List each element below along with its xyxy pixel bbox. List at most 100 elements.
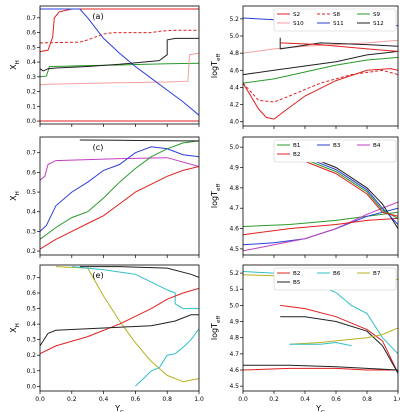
panel-e: 0.0 0.1 0.2 0.3 0.4 0.5 0.6 0.7 0.0 0.2 0.4 0.6 0.8 1… xyxy=(9,264,204,412)
series-line-b7 xyxy=(55,266,199,383)
legend-label: S8 xyxy=(333,12,341,18)
legend-label: S12 xyxy=(373,21,384,27)
legend-label: B7 xyxy=(373,271,381,277)
y-tick-label: 0.0 xyxy=(26,118,36,125)
series-group xyxy=(243,148,398,252)
y-tick-label: 4.8 xyxy=(229,335,239,342)
y-tick-label: 0.2 xyxy=(26,89,36,96)
x-tick-label: 1.0 xyxy=(194,396,204,403)
series-line-s2 xyxy=(280,42,398,52)
y-tick-label: 0.5 xyxy=(26,306,36,313)
series-line-b2 xyxy=(40,287,199,355)
series-line-s12 xyxy=(40,37,199,72)
panel-f: 4.5 4.6 4.7 4.8 4.9 5.0 5.1 5.2 0.0 0.2 0.4 0.6 0.8 1… xyxy=(210,264,400,412)
series-group xyxy=(40,139,199,250)
axes-frame xyxy=(39,5,200,125)
y-tick-label: 0.2 xyxy=(26,352,36,359)
y-tick-label: 0.3 xyxy=(26,74,36,81)
series-line-b2 xyxy=(280,304,398,374)
series-line-s10 xyxy=(243,39,398,54)
y-tick-label: 5.1 xyxy=(229,286,239,293)
y-tick-label: 0.5 xyxy=(26,44,36,51)
x-tick-label: 1.0 xyxy=(393,396,400,403)
series-line-b3 xyxy=(40,146,199,232)
x-tick-label: 0.0 xyxy=(35,396,45,403)
legend-label: B5 xyxy=(293,280,301,286)
legend-label: B3 xyxy=(333,143,341,149)
y-tick-label: 5.2 xyxy=(229,270,239,277)
x-tick-label: 0.4 xyxy=(300,396,310,403)
axes-frame xyxy=(242,5,399,127)
x-tick-label: 0.4 xyxy=(99,396,109,403)
y-tick-label: 0.1 xyxy=(26,103,36,110)
y-tick-label: 0.3 xyxy=(26,337,36,344)
y-tick-label: 4.8 xyxy=(229,185,239,192)
panel-b: 4.04.24.44.64.85.05.2(b)logTeffS2S8S9S10… xyxy=(210,5,399,129)
y-tick-label: 5.0 xyxy=(229,302,239,309)
y-tick-label: 0.1 xyxy=(26,368,36,375)
y-axis-label: XH xyxy=(9,191,21,201)
y-tick-label: 0.3 xyxy=(26,228,36,235)
y-tick-label: 4.9 xyxy=(229,165,239,172)
y-tick-label: 4.7 xyxy=(229,351,239,358)
series-group xyxy=(40,8,199,122)
y-tick-label: 0.6 xyxy=(26,290,36,297)
y-tick-label: 0.2 xyxy=(26,248,36,255)
series-line-s2 xyxy=(243,68,398,120)
series-line-s8 xyxy=(40,29,199,44)
legend-label: S2 xyxy=(293,12,300,18)
panel-label: (e) xyxy=(92,271,103,280)
y-tick-label: 0.6 xyxy=(26,30,36,37)
panel-label: (a) xyxy=(92,12,103,21)
x-axis-label: YC xyxy=(315,404,325,412)
x-tick-label: 0.2 xyxy=(67,396,77,403)
y-tick-label: 5.2 xyxy=(229,16,239,23)
y-tick-label: 0.4 xyxy=(26,321,36,328)
legend-label: B2 xyxy=(293,271,300,277)
y-axis-label: XH xyxy=(9,60,21,70)
y-tick-label: 5.0 xyxy=(229,144,239,151)
y-tick-label: 4.9 xyxy=(229,319,239,326)
panel-a: 0.0 0.1 0.2 0.3 0.4 0.5 0.6 0.7 (a) XH xyxy=(9,5,200,127)
y-axis-label: logTeff xyxy=(210,54,222,78)
legend-label: B4 xyxy=(373,143,381,149)
series-line-s12 xyxy=(279,37,398,50)
legend: B2 B6 B7 B5 xyxy=(273,267,397,291)
y-axis-label: XH xyxy=(9,323,21,333)
series-line-b1 xyxy=(243,211,398,227)
series-line-s10 xyxy=(40,52,199,86)
series-line-b5 xyxy=(280,316,398,374)
series-group xyxy=(243,17,398,120)
y-tick-label: 0.7 xyxy=(26,150,36,157)
y-tick-label: 4.6 xyxy=(229,367,239,374)
y-tick-label: 0.0 xyxy=(26,383,36,390)
y-tick-label: 4.5 xyxy=(229,383,239,390)
series-line-b2 xyxy=(243,367,398,371)
series-line-s11 xyxy=(40,8,199,116)
legend-label: B2 xyxy=(293,152,300,158)
axes-frame xyxy=(242,136,399,256)
legend-label: S11 xyxy=(333,21,344,27)
series-line-b6 xyxy=(71,266,199,310)
x-axis-label: YC xyxy=(114,404,124,412)
series-line-s9 xyxy=(243,56,398,84)
series-line-b2 xyxy=(280,152,398,217)
series-line-s9 xyxy=(40,62,199,78)
series-line-s8 xyxy=(243,69,398,103)
panel-label: (c) xyxy=(93,143,104,152)
series-line-b6 xyxy=(289,341,352,347)
series-line-b7 xyxy=(289,327,398,345)
y-tick-label: 4.6 xyxy=(229,67,239,74)
series-line-b2 xyxy=(243,217,398,236)
x-tick-label: 0.8 xyxy=(362,396,372,403)
x-tick-label: 0.8 xyxy=(162,396,172,403)
y-axis-label: logTeff xyxy=(210,184,222,208)
y-tick-label: 5.0 xyxy=(229,33,239,40)
x-tick-label: 0.2 xyxy=(269,396,279,403)
y-tick-label: 0.5 xyxy=(26,189,36,196)
series-line-b5 xyxy=(79,139,199,142)
series-line-b3 xyxy=(243,207,398,246)
series-line-b5 xyxy=(79,266,199,278)
